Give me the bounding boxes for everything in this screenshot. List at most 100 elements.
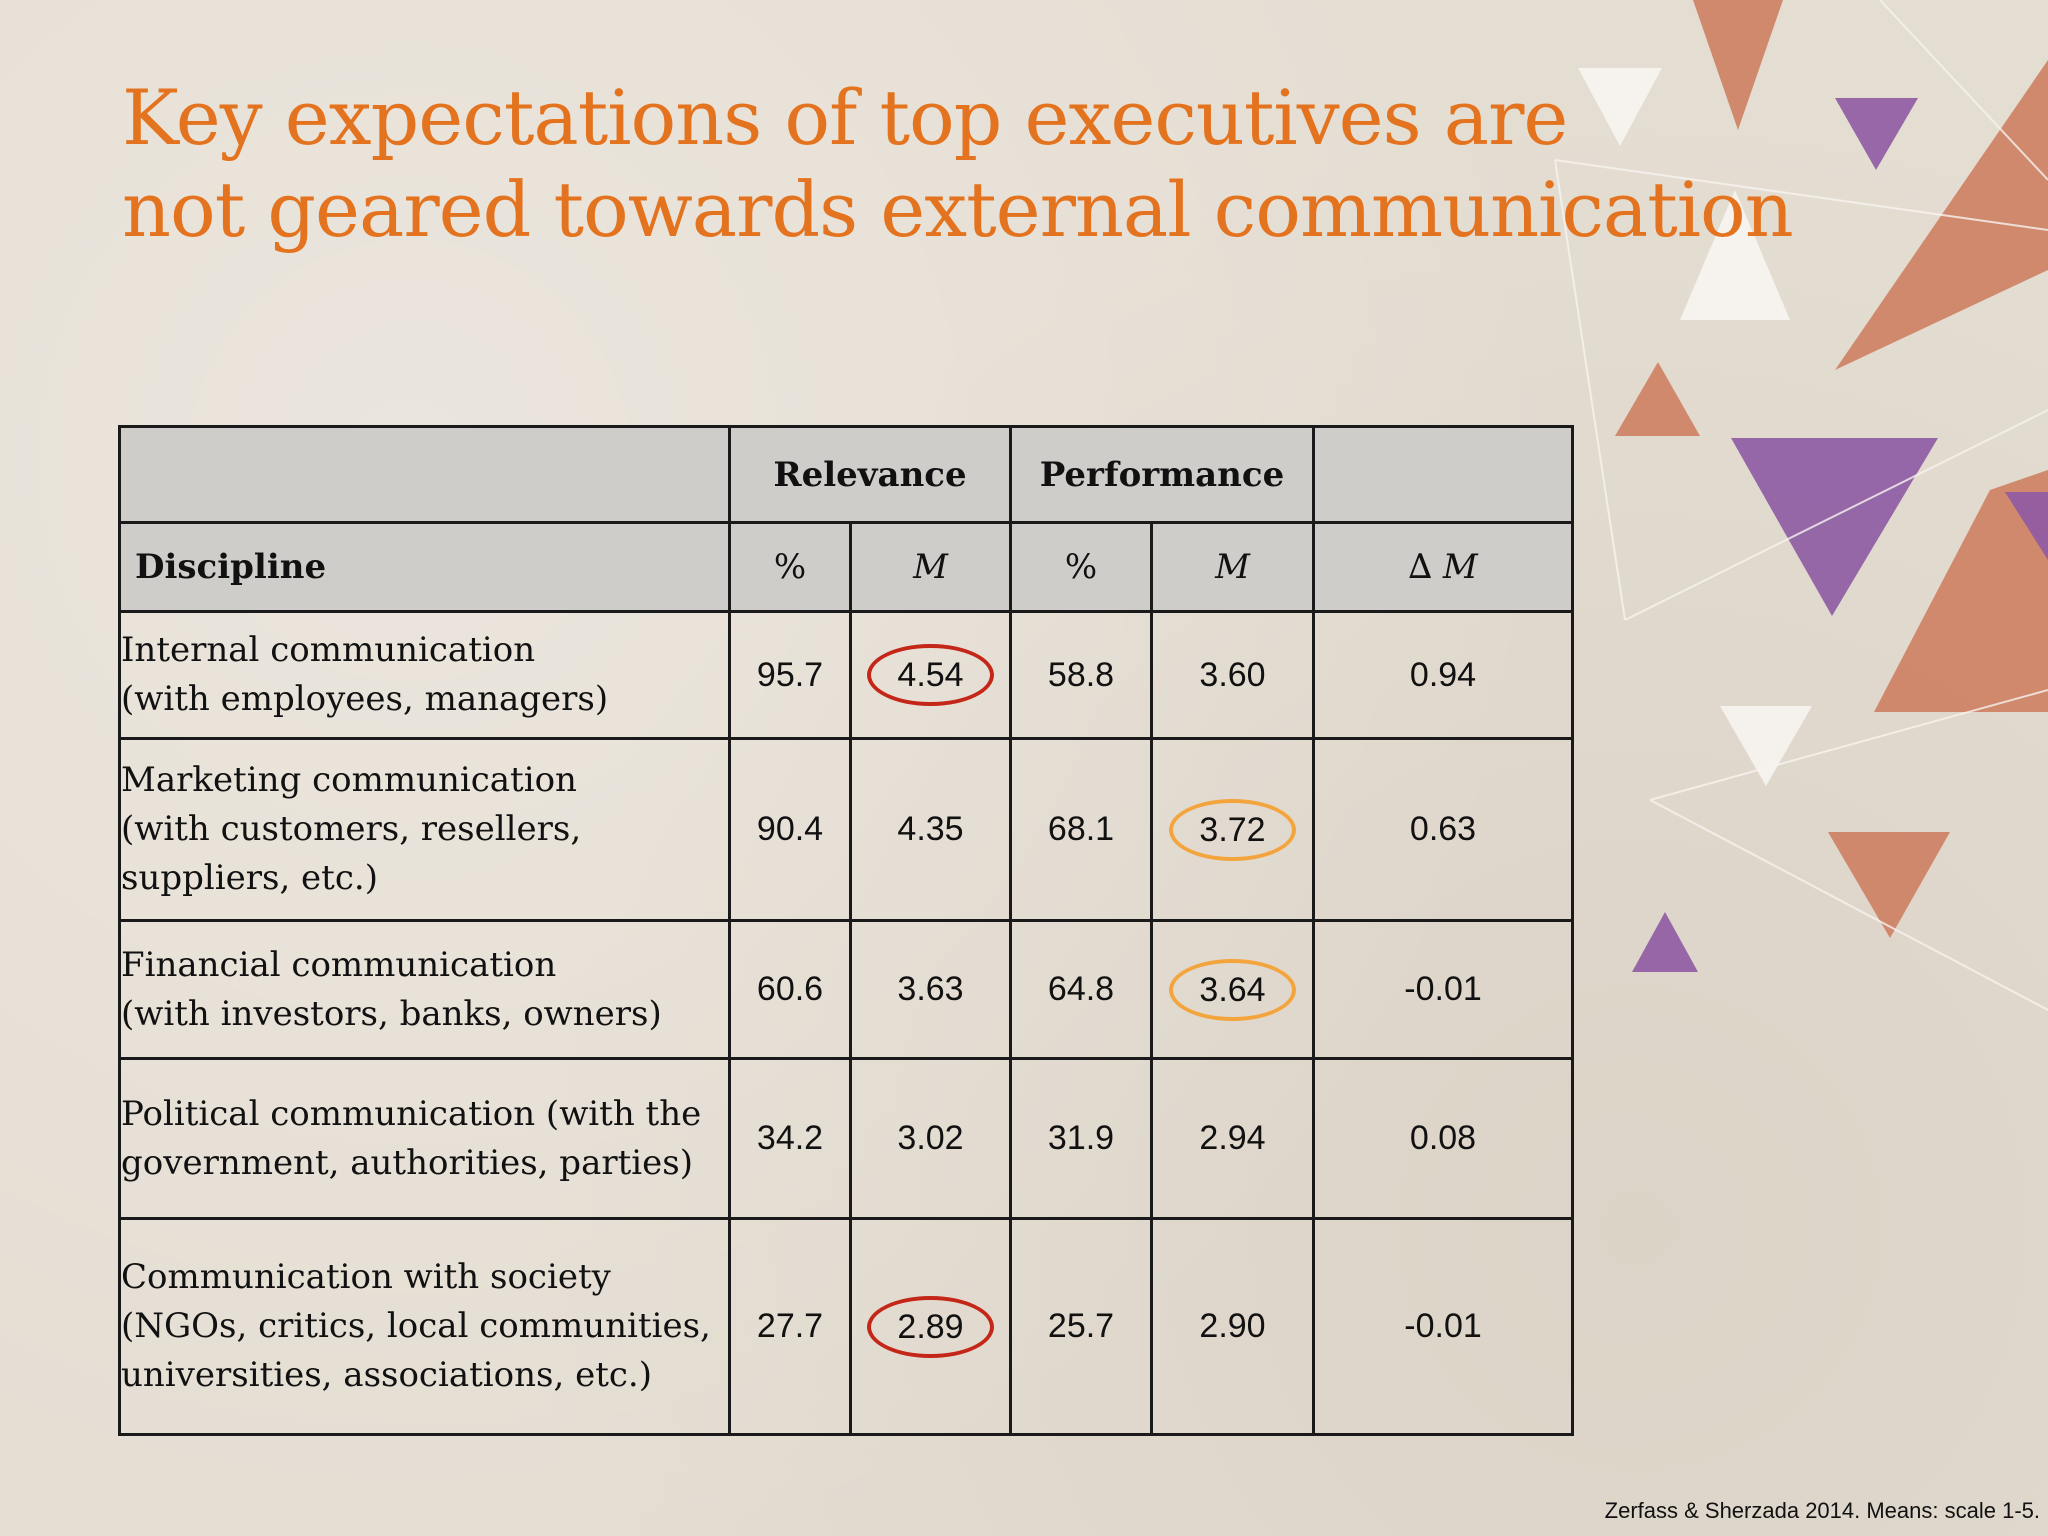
discipline-cell: Marketing communication (with customers,… — [118, 737, 731, 922]
performance-pct-header: % — [1009, 521, 1153, 613]
red-highlight-ring: 4.54 — [867, 644, 994, 706]
relevance-mean-header: M — [849, 521, 1012, 613]
performance-mean-cell: 2.94 — [1149, 1057, 1316, 1220]
discipline-cell: Financial communication (with investors,… — [118, 919, 731, 1060]
discipline-line: (NGOs, critics, local communities, — [121, 1306, 711, 1346]
discipline-line: Internal communication — [121, 630, 536, 670]
empty-header-cell — [118, 425, 731, 524]
thin-line — [1649, 689, 2048, 801]
discipline-header: Discipline — [118, 521, 731, 613]
discipline-cell: Communication with society (NGOs, critic… — [118, 1217, 731, 1436]
thin-line — [1554, 159, 1626, 621]
delta-cell: 0.94 — [1312, 610, 1575, 740]
relevance-pct-cell: 27.7 — [728, 1217, 852, 1436]
white-triangle — [1578, 68, 1662, 146]
thin-line — [1879, 0, 2048, 181]
relevance-header: Relevance — [728, 425, 1012, 524]
thin-line — [1554, 159, 2048, 231]
discipline-line: universities, associations, etc.) — [121, 1355, 652, 1395]
relevance-mean-cell: 4.35 — [849, 737, 1012, 922]
discipline-line: government, authorities, parties) — [121, 1142, 693, 1183]
thin-line — [1649, 799, 2048, 1011]
table-row: Political communication (with the govern… — [118, 1057, 1575, 1220]
value: 3.63 — [897, 970, 964, 1008]
discipline-line: Political communication (with the — [121, 1093, 702, 1134]
value: 2.90 — [1199, 1307, 1266, 1345]
data-table: Relevance Performance Discipline % M % M… — [118, 425, 1575, 1436]
discipline-cell: Political communication (with the govern… — [118, 1057, 731, 1220]
performance-pct-cell: 64.8 — [1009, 919, 1153, 1060]
source-footnote: Zerfass & Sherzada 2014. Means: scale 1-… — [1604, 1498, 2040, 1523]
performance-mean-cell: 3.60 — [1149, 610, 1316, 740]
discipline-line: (with customers, resellers, — [121, 809, 582, 849]
performance-mean-cell: 2.90 — [1149, 1217, 1316, 1436]
table-row: Communication with society (NGOs, critic… — [118, 1217, 1575, 1436]
empty-header-cell — [1312, 425, 1575, 524]
delta-cell: -0.01 — [1312, 919, 1575, 1060]
value: 2.94 — [1199, 1119, 1266, 1157]
value: -0.01 — [1404, 1307, 1482, 1345]
discipline-line: suppliers, etc.) — [121, 858, 378, 898]
discipline-line: (with investors, banks, owners) — [121, 993, 662, 1034]
white-triangle — [1720, 706, 1812, 786]
performance-pct-cell: 31.9 — [1009, 1057, 1153, 1220]
relevance-mean-cell: 3.63 — [849, 919, 1012, 1060]
table-row: Internal communication (with employees, … — [118, 610, 1575, 740]
value: 0.08 — [1409, 1119, 1477, 1157]
relevance-mean-cell: 2.89 — [849, 1217, 1012, 1436]
performance-pct-cell: 68.1 — [1009, 737, 1153, 922]
title-line-1: Key expectations of top executives are — [122, 73, 1568, 162]
value: 95.7 — [756, 655, 824, 694]
delta-cell: 0.08 — [1312, 1057, 1575, 1220]
thin-line — [1624, 409, 2048, 621]
discipline-line: (with employees, managers) — [121, 679, 609, 719]
value: 60.6 — [756, 970, 824, 1008]
orange-triangle — [1874, 470, 2048, 712]
table-row: Marketing communication (with customers,… — [118, 737, 1575, 922]
delta-cell: -0.01 — [1312, 1217, 1575, 1436]
purple-triangle — [1731, 438, 1938, 616]
value: 64.8 — [1047, 970, 1115, 1008]
slide-title: Key expectations of top executives are n… — [122, 72, 1794, 256]
value: 0.63 — [1409, 810, 1477, 848]
relevance-pct-cell: 95.7 — [728, 610, 852, 740]
performance-pct-cell: 25.7 — [1009, 1217, 1153, 1436]
orange-triangle — [1615, 362, 1700, 436]
relevance-pct-cell: 60.6 — [728, 919, 852, 1060]
performance-mean-cell: 3.72 — [1149, 737, 1316, 922]
relevance-mean-cell: 4.54 — [849, 610, 1012, 740]
value: 90.4 — [756, 810, 824, 848]
value: 68.1 — [1047, 810, 1115, 848]
title-line-2: not geared towards external communicatio… — [122, 165, 1794, 254]
delta-cell: 0.63 — [1312, 737, 1575, 922]
relevance-pct-cell: 90.4 — [728, 737, 852, 922]
performance-mean-cell: 3.64 — [1149, 919, 1316, 1060]
value: 31.9 — [1047, 1119, 1115, 1157]
performance-pct-cell: 58.8 — [1009, 610, 1153, 740]
purple-triangle — [1835, 98, 1918, 170]
discipline-cell: Internal communication (with employees, … — [118, 610, 731, 740]
orange-triangle — [1693, 0, 1783, 130]
value: 25.7 — [1047, 1307, 1115, 1345]
column-header-row: Discipline % M % M ∆ M — [118, 521, 1575, 613]
orange-triangle — [1828, 832, 1950, 938]
orange-highlight-ring: 3.64 — [1169, 958, 1296, 1021]
value: 4.35 — [897, 810, 964, 848]
value: 34.2 — [756, 1119, 824, 1157]
value: 3.60 — [1199, 655, 1266, 694]
table-row: Financial communication (with investors,… — [118, 919, 1575, 1060]
performance-header: Performance — [1008, 425, 1316, 524]
orange-highlight-ring: 3.72 — [1169, 798, 1296, 861]
value: -0.01 — [1404, 970, 1482, 1008]
discipline-line: Marketing communication — [121, 760, 577, 800]
relevance-mean-cell: 3.02 — [849, 1057, 1012, 1220]
discipline-line: Communication with society — [121, 1257, 611, 1297]
relevance-pct-header: % — [728, 521, 852, 613]
discipline-line: Financial communication — [121, 944, 557, 985]
value: 3.02 — [897, 1119, 964, 1157]
purple-triangle — [2005, 492, 2048, 560]
red-highlight-ring: 2.89 — [867, 1295, 994, 1358]
purple-triangle — [1632, 912, 1698, 972]
